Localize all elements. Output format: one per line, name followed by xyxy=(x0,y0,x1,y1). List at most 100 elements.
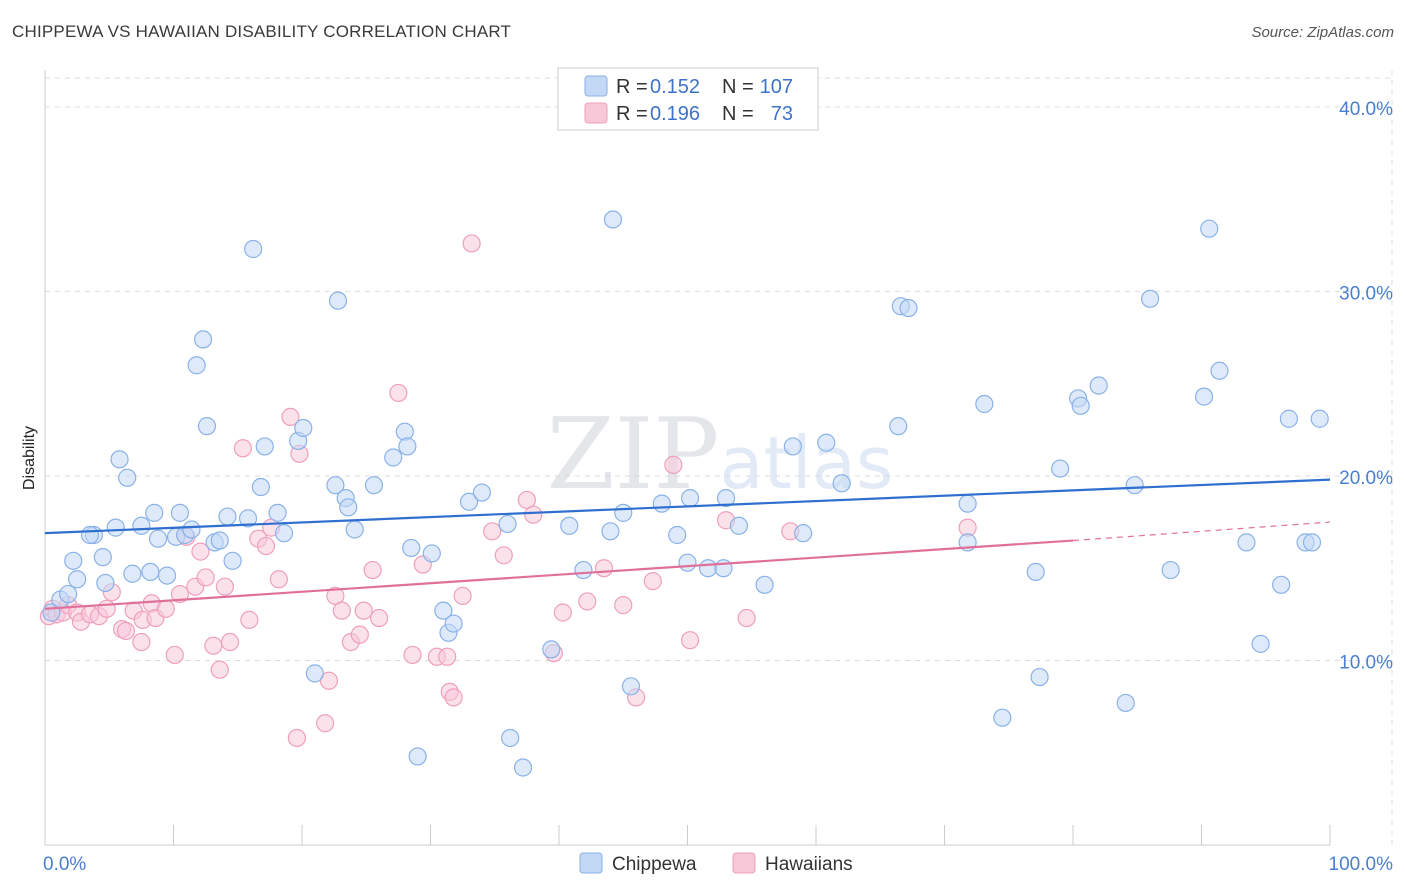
chippewa-point-8 xyxy=(96,573,115,593)
chippewa-point-69 xyxy=(698,559,718,578)
chippewa-point-57 xyxy=(513,758,533,777)
chart-title: CHIPPEWA VS HAWAIIAN DISABILITY CORRELAT… xyxy=(12,22,512,41)
chippewa-point-45 xyxy=(395,422,414,441)
chippewa-point-22 xyxy=(187,356,206,375)
trend-lines xyxy=(44,478,1331,610)
chippewa-point-21 xyxy=(182,520,201,539)
chippewa-point-89 xyxy=(1071,396,1090,415)
chippewa-point-93 xyxy=(1140,289,1160,308)
chippewa-point-72 xyxy=(729,516,749,535)
trend-line-chippewa xyxy=(44,478,1331,535)
chippewa-point-90 xyxy=(1089,376,1108,395)
x-tick-label-max: 100.0% xyxy=(1329,854,1394,875)
chippewa-point-12 xyxy=(123,564,142,583)
chippewa-point-56 xyxy=(501,728,520,748)
legend-n-value-2: 73 xyxy=(771,103,793,125)
chippewa-point-17 xyxy=(157,566,177,585)
chippewa-point-96 xyxy=(1200,219,1219,238)
chippewa-point-58 xyxy=(542,640,561,659)
chippewa-point-63 xyxy=(614,503,633,522)
hawaiians-point-45 xyxy=(363,560,382,580)
chippewa-point-71 xyxy=(716,488,736,508)
legend-n-label-1: N = xyxy=(722,76,754,98)
legend-label-hawaiians: Hawaiians xyxy=(765,854,853,875)
chippewa-point-11 xyxy=(118,468,137,487)
legend-swatch-hawaiians-bottom xyxy=(732,852,756,874)
hawaiians-point-67 xyxy=(664,455,683,474)
chippewa-point-78 xyxy=(889,417,908,436)
series-chippewa-points xyxy=(42,210,1329,777)
hawaiians-point-30 xyxy=(240,610,259,629)
chippewa-point-54 xyxy=(472,483,491,502)
chippewa-point-47 xyxy=(402,538,421,558)
hawaiians-point-14 xyxy=(132,632,151,652)
chippewa-point-32 xyxy=(255,437,274,456)
chippewa-point-39 xyxy=(328,291,348,310)
chippewa-point-68 xyxy=(680,488,700,508)
chippewa-point-60 xyxy=(574,560,593,580)
chippewa-point-16 xyxy=(148,529,168,548)
chippewa-point-100 xyxy=(1272,575,1291,594)
chippewa-point-61 xyxy=(601,522,620,541)
hawaiians-point-38 xyxy=(316,714,335,733)
chippewa-point-38 xyxy=(326,476,345,495)
hawaiians-point-28 xyxy=(220,632,240,652)
hawaiians-point-18 xyxy=(156,599,175,618)
y-tick-label-0: 10.0% xyxy=(1339,652,1393,673)
chippewa-point-94 xyxy=(1161,560,1180,580)
chippewa-point-13 xyxy=(132,516,151,535)
hawaiians-point-55 xyxy=(462,234,481,253)
hawaiians-point-43 xyxy=(350,625,369,644)
chippewa-point-76 xyxy=(817,433,836,452)
hawaiians-point-35 xyxy=(281,407,300,427)
hawaiians-point-70 xyxy=(737,608,756,628)
series-legend: Chippewa Hawaiians xyxy=(579,852,853,875)
legend-r-value-1: 0.152 xyxy=(650,76,700,98)
chippewa-point-64 xyxy=(621,677,641,696)
chippewa-point-103 xyxy=(1302,533,1322,552)
hawaiians-point-64 xyxy=(614,596,633,615)
chippewa-point-75 xyxy=(794,524,813,543)
chippewa-point-19 xyxy=(170,503,190,522)
chippewa-point-3 xyxy=(64,551,83,570)
chippewa-point-67 xyxy=(678,553,697,572)
hawaiians-point-12 xyxy=(116,621,136,641)
chippewa-point-4 xyxy=(68,570,87,589)
legend-r-label-2: R = xyxy=(616,103,648,125)
chippewa-point-34 xyxy=(274,524,294,543)
chippewa-point-104 xyxy=(1310,409,1329,428)
y-tick-label-3: 40.0% xyxy=(1339,99,1393,120)
chippewa-point-83 xyxy=(975,394,994,414)
trend-line-hawaiians-extension xyxy=(1072,521,1331,542)
chippewa-point-73 xyxy=(755,575,774,594)
chippewa-point-37 xyxy=(305,664,324,683)
chippewa-point-36 xyxy=(294,418,313,438)
chippewa-point-28 xyxy=(223,551,242,570)
legend-n-value-1: 107 xyxy=(760,76,793,98)
hawaiians-point-62 xyxy=(578,592,597,611)
chippewa-point-62 xyxy=(603,210,623,229)
chippewa-point-30 xyxy=(244,239,263,259)
chippewa-point-10 xyxy=(110,450,129,469)
hawaiians-point-9 xyxy=(97,599,116,618)
x-tick-label-min: 0.0% xyxy=(43,854,86,875)
hawaiians-point-44 xyxy=(354,601,373,620)
chippewa-point-44 xyxy=(384,448,403,467)
axes xyxy=(44,70,1331,846)
y-tick-label-2: 30.0% xyxy=(1339,283,1393,304)
chippewa-point-41 xyxy=(339,498,358,517)
chippewa-point-81 xyxy=(958,494,977,513)
chippewa-point-15 xyxy=(145,503,164,522)
hawaiians-point-48 xyxy=(403,645,422,665)
legend-r-value-2: 0.196 xyxy=(650,103,700,125)
chippewa-point-29 xyxy=(238,509,258,528)
chippewa-point-101 xyxy=(1279,409,1298,428)
hawaiians-point-19 xyxy=(165,645,184,665)
legend-n-label-2: N = xyxy=(722,103,754,125)
hawaiians-point-39 xyxy=(319,671,339,690)
hawaiians-point-32 xyxy=(256,536,276,556)
hawaiians-point-25 xyxy=(204,636,223,655)
chippewa-point-2 xyxy=(59,584,78,604)
hawaiians-point-34 xyxy=(269,570,288,589)
